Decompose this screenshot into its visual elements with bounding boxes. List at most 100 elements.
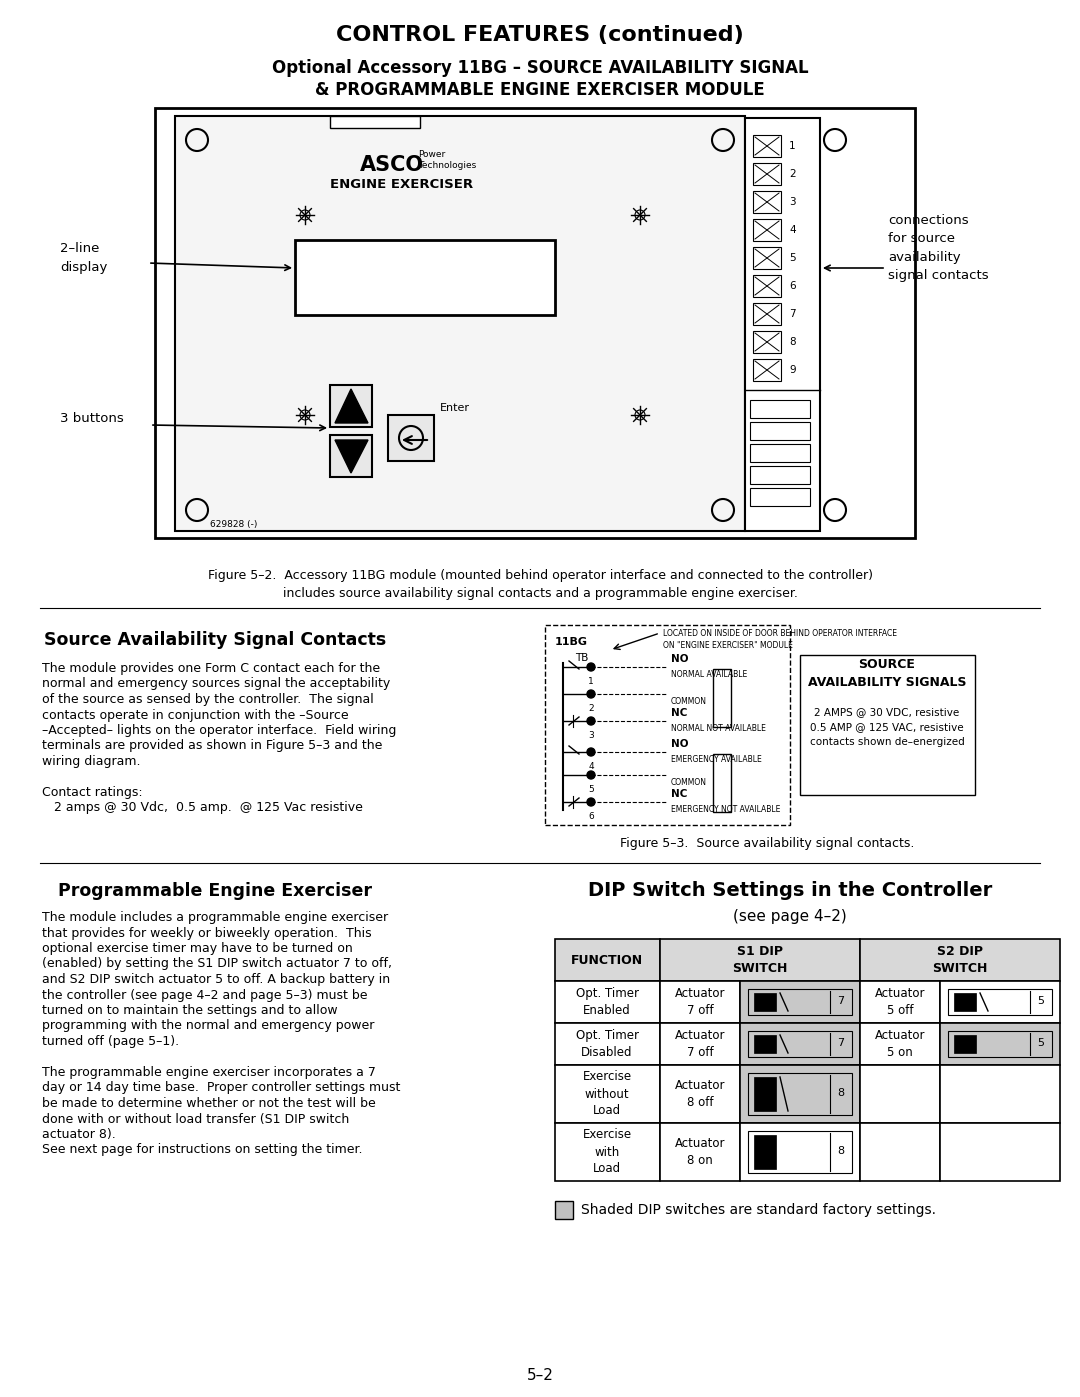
Bar (753, 163, 781, 184)
Text: that provides for weekly or biweekly operation.  This: that provides for weekly or biweekly ope… (42, 926, 372, 940)
Bar (740, 1123, 860, 1180)
Text: Enter: Enter (440, 402, 470, 414)
Text: & PROGRAMMABLE ENGINE EXERCISER MODULE: & PROGRAMMABLE ENGINE EXERCISER MODULE (315, 81, 765, 99)
Text: NORMAL AVAILABLE: NORMAL AVAILABLE (671, 671, 747, 679)
Text: Actuator
7 off: Actuator 7 off (675, 988, 726, 1017)
Text: ASCO: ASCO (360, 155, 424, 175)
Polygon shape (335, 440, 368, 474)
Text: Exercise
without
Load: Exercise without Load (582, 1070, 632, 1118)
Bar (753, 219, 781, 242)
Text: 2–line
display: 2–line display (60, 243, 107, 274)
Circle shape (588, 771, 595, 780)
Text: The module includes a programmable engine exerciser: The module includes a programmable engin… (42, 911, 388, 923)
Text: 7: 7 (789, 309, 796, 319)
Circle shape (588, 690, 595, 698)
Bar (748, 1031, 852, 1058)
Text: 7: 7 (837, 1038, 845, 1048)
Bar (555, 1023, 660, 1065)
Bar (753, 275, 781, 298)
Bar (660, 981, 740, 1023)
Text: turned on to maintain the settings and to allow: turned on to maintain the settings and t… (42, 1004, 338, 1017)
Text: 11BG: 11BG (555, 637, 588, 647)
Text: COMMON: COMMON (671, 778, 707, 787)
Bar (750, 467, 810, 483)
Text: TB: TB (575, 652, 589, 664)
Bar (860, 1123, 940, 1180)
Text: 4: 4 (789, 225, 796, 235)
Text: be made to determine whether or not the test will be: be made to determine whether or not the … (42, 1097, 376, 1111)
Text: SOURCE
AVAILABILITY SIGNALS: SOURCE AVAILABILITY SIGNALS (808, 658, 967, 689)
Text: Shaded DIP switches are standard factory settings.: Shaded DIP switches are standard factory… (581, 1203, 936, 1217)
Text: Programmable Engine Exerciser: Programmable Engine Exerciser (58, 882, 372, 900)
Text: –Accepted– lights on the operator interface.  Field wiring: –Accepted– lights on the operator interf… (42, 724, 396, 738)
Text: 6: 6 (589, 812, 594, 821)
Text: connections
for source
availability
signal contacts: connections for source availability sign… (888, 215, 988, 282)
Text: optional exercise timer may have to be turned on: optional exercise timer may have to be t… (42, 942, 353, 956)
Bar (740, 1065, 860, 1123)
Bar (660, 1023, 740, 1065)
Text: 5–2: 5–2 (527, 1368, 553, 1383)
Text: NC: NC (671, 708, 687, 718)
Text: COMMON: COMMON (671, 697, 707, 705)
Bar (156, 108, 915, 538)
Bar (748, 989, 852, 1016)
Text: S2 DIP
SWITCH: S2 DIP SWITCH (932, 944, 988, 975)
Text: Actuator
8 on: Actuator 8 on (675, 1137, 726, 1166)
Bar (545, 624, 789, 826)
Bar (660, 1123, 740, 1180)
Text: 7: 7 (837, 996, 845, 1006)
Bar (754, 993, 777, 1011)
Bar (660, 1065, 740, 1123)
Text: terminals are provided as shown in Figure 5–3 and the: terminals are provided as shown in Figur… (42, 739, 382, 753)
Text: and S2 DIP switch actuator 5 to off. A backup battery in: and S2 DIP switch actuator 5 to off. A b… (42, 972, 390, 986)
Bar (555, 981, 660, 1023)
Text: Contact ratings:: Contact ratings: (42, 787, 143, 799)
Text: 629828 (-): 629828 (-) (210, 521, 257, 529)
Bar (940, 1123, 1059, 1180)
Text: Opt. Timer
Disabled: Opt. Timer Disabled (576, 1030, 638, 1059)
Circle shape (588, 798, 595, 806)
Text: NO: NO (671, 739, 689, 749)
Text: 8: 8 (837, 1146, 845, 1155)
Text: 4: 4 (589, 761, 594, 771)
Text: 2: 2 (589, 704, 594, 712)
Text: Actuator
5 off: Actuator 5 off (875, 988, 926, 1017)
Text: Figure 5–2.  Accessory 11BG module (mounted behind operator interface and connec: Figure 5–2. Accessory 11BG module (mount… (207, 569, 873, 581)
Bar (753, 136, 781, 156)
Text: 8: 8 (837, 1088, 845, 1098)
Text: ENGINE EXERCISER: ENGINE EXERCISER (330, 179, 473, 191)
Bar (954, 1035, 976, 1053)
Bar (753, 303, 781, 326)
Text: The programmable engine exerciser incorporates a 7: The programmable engine exerciser incorp… (42, 1066, 376, 1078)
Bar (948, 1031, 1052, 1058)
Text: 3: 3 (789, 197, 796, 207)
Text: See next page for instructions on setting the timer.: See next page for instructions on settin… (42, 1144, 363, 1157)
Text: contacts operate in conjunction with the –Source: contacts operate in conjunction with the… (42, 708, 349, 721)
Text: actuator 8).: actuator 8). (42, 1127, 116, 1141)
Text: Figure 5–3.  Source availability signal contacts.: Figure 5–3. Source availability signal c… (620, 837, 915, 849)
Text: CONTROL FEATURES (continued): CONTROL FEATURES (continued) (336, 25, 744, 45)
Bar (740, 981, 860, 1023)
Text: Actuator
5 on: Actuator 5 on (875, 1030, 926, 1059)
Bar (555, 939, 660, 981)
Bar (750, 400, 810, 418)
Bar (750, 488, 810, 506)
Text: The module provides one Form C contact each for the: The module provides one Form C contact e… (42, 662, 380, 675)
Bar (330, 386, 372, 427)
Bar (753, 359, 781, 381)
Bar (940, 981, 1059, 1023)
Text: LOCATED ON INSIDE OF DOOR BEHIND OPERATOR INTERFACE
ON "ENGINE EXERCISER" MODULE: LOCATED ON INSIDE OF DOOR BEHIND OPERATO… (663, 629, 897, 650)
Text: 5: 5 (1038, 996, 1044, 1006)
Bar (330, 116, 420, 129)
Text: S1 DIP
SWITCH: S1 DIP SWITCH (732, 944, 787, 975)
Bar (860, 1023, 940, 1065)
Polygon shape (335, 388, 368, 423)
Text: normal and emergency sources signal the acceptability: normal and emergency sources signal the … (42, 678, 390, 690)
Text: Power
Technologies: Power Technologies (418, 149, 476, 170)
Bar (388, 415, 434, 461)
Bar (954, 993, 976, 1011)
Text: 3 buttons: 3 buttons (60, 412, 124, 425)
Text: programming with the normal and emergency power: programming with the normal and emergenc… (42, 1020, 375, 1032)
Text: 6: 6 (789, 281, 796, 291)
Text: 8: 8 (789, 337, 796, 346)
